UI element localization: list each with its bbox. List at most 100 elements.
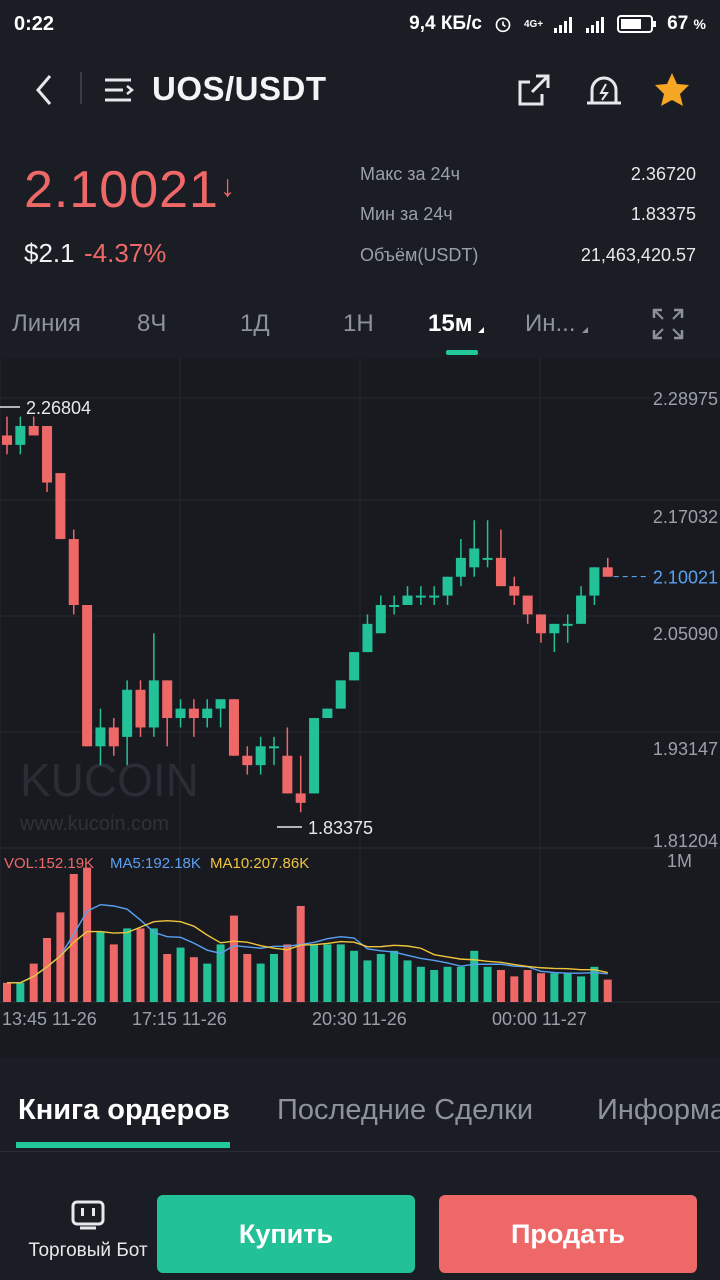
menu-list-icon [105,78,135,102]
volume-bar [390,950,399,1002]
candle-body [415,595,426,598]
ma10-indicator: MA10:207.86K [210,855,309,872]
volume-bar [163,954,172,1002]
candle-body [549,623,560,634]
tab-info[interactable]: Информа [597,1094,720,1126]
volume-bar [563,973,572,1002]
volume-bar [603,979,612,1002]
kline-chart[interactable]: KUCOIN www.kucoin.com 2.28975 2.17032 2.0509… [0,358,720,1058]
tab-orderbook[interactable]: Книга ордеров [18,1094,230,1126]
price-axis-label: 1.93147 [653,739,718,759]
dropdown-triangle-icon [581,327,588,333]
candle-body [589,567,600,596]
network-speed: 9,4 КБ/с [409,13,482,34]
candle-body [55,473,66,540]
tab-8h[interactable]: 8Ч [137,310,167,337]
candle-body [202,708,213,719]
candle-body [228,699,239,756]
pair-title[interactable]: UOS/USDT [152,70,327,107]
ma10-line [7,920,608,984]
volume-bar [123,928,132,1002]
volume-bar [496,970,505,1002]
price-down-arrow-icon: ↓ [220,170,235,203]
robot-icon [71,1200,105,1230]
tab-1d[interactable]: 1Д [240,310,270,337]
volume-bar [96,931,105,1002]
candle-body [255,746,266,766]
candle-body [42,426,53,483]
candle-body [602,567,613,577]
price-axis-label: 1.81204 [653,831,718,851]
candle-body [122,689,133,737]
candle-body [215,699,226,709]
watermark-text: www.kucoin.com [19,813,169,835]
tab-15m[interactable]: 15м [428,310,485,338]
volume-bar [216,944,225,1002]
low-value: 1.83375 [630,204,696,224]
candle-body [322,708,333,719]
low-label: Мин за 24ч [360,204,453,224]
tab-recent-trades[interactable]: Последние Сделки [277,1094,534,1126]
battery-level: 67 [667,13,689,34]
time-axis-label: 20:30 11-26 [312,1009,407,1029]
low-marker-label: 1.83375 [308,818,373,838]
volume-bar [323,944,332,1002]
candle-body [536,614,546,634]
price-alert-button[interactable] [582,68,626,112]
alert-bell-icon [587,76,621,105]
back-button[interactable] [22,68,66,112]
volume-bar [256,963,265,1002]
tab-15m-label: 15м [428,310,473,337]
candle-body [455,557,466,577]
volume-bar [403,960,412,1002]
tab-indicators[interactable]: Ин... [525,310,588,338]
volume-bar [109,944,118,1002]
active-tab-indicator [446,350,478,355]
candle-body [389,605,400,608]
favorite-button[interactable] [650,68,694,112]
orderbook-divider [0,1151,720,1152]
volume-bar [283,944,292,1002]
volume-bar [136,928,145,1002]
candle-body [269,746,279,749]
volume-bar [69,874,78,1002]
candle-body [295,793,306,803]
tab-indicators-label: Ин... [525,310,576,337]
change-percent: -4.37% [84,238,167,268]
candle-body [402,595,413,606]
ma5-indicator: MA5:192.18K [110,855,201,872]
header-divider [80,72,82,104]
tab-line[interactable]: Линия [12,310,81,337]
candle-body [576,595,587,624]
candle-body [522,595,533,615]
volume-bar [537,973,545,1002]
price-axis-label: 2.28975 [653,389,718,409]
usd-price: $2.1 [24,238,75,268]
volume-bar [229,915,238,1002]
candle-body [482,557,493,560]
sell-button[interactable]: Продать [439,1195,697,1273]
trading-bot-button[interactable]: Торговый Бот [18,1198,158,1262]
candle-body [108,727,119,747]
volume-bar [176,947,185,1002]
share-icon [518,74,550,106]
volume-bar [470,950,479,1002]
candle-body [442,576,453,596]
share-button[interactable] [512,68,556,112]
alarm-icon [495,17,511,33]
buy-button[interactable]: Купить [157,1195,415,1273]
pair-menu-button[interactable] [98,68,142,112]
volume-bar [43,938,52,1002]
volume-bar [483,966,492,1002]
volume-value: 21,463,420.57 [580,245,696,265]
volume-label: Объём(USDT) [360,245,479,265]
time-axis-label: 13:45 11-26 [2,1009,97,1029]
volume-bar [336,944,345,1002]
tab-1w[interactable]: 1Н [343,310,374,337]
fullscreen-button[interactable] [650,306,686,342]
volume-bar [443,966,452,1002]
candle-body [335,680,346,709]
dropdown-triangle-icon [478,327,485,333]
candle-body [148,680,159,728]
battery-unit: % [693,16,706,32]
